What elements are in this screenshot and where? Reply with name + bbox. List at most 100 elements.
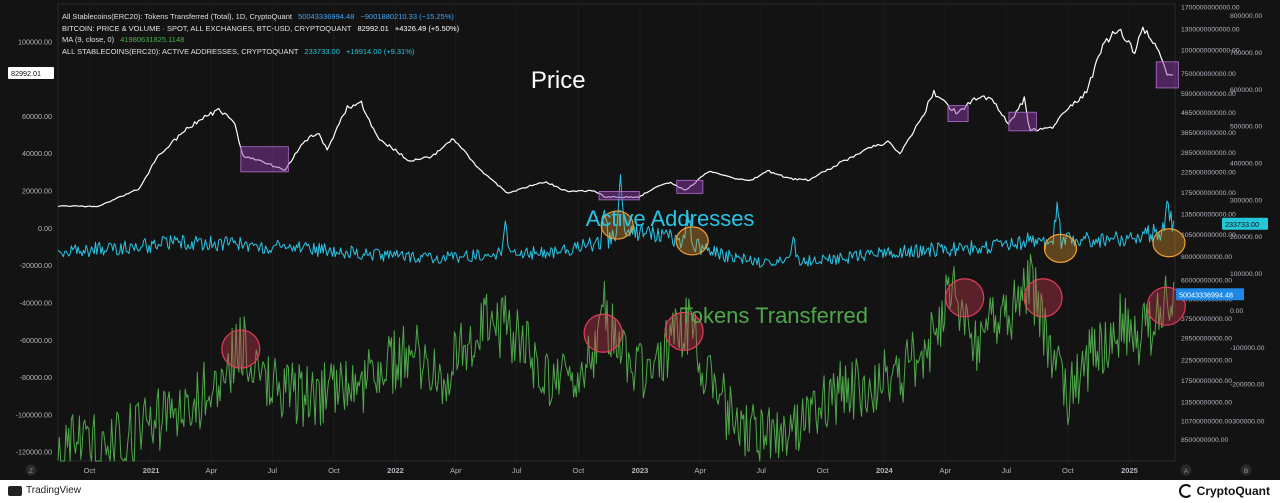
tokens-axis-tick: 135000000000.00: [1181, 211, 1236, 218]
tokens-axis-tick: 22500000000.00: [1181, 358, 1232, 365]
legend-addresses-change: +19914.00 (+9.31%): [345, 46, 415, 56]
tokens-axis-tick: 80000000000.00: [1181, 254, 1232, 261]
x-tick-label: Apr: [694, 466, 706, 475]
footer-bar: TradingView CryptoQuant: [0, 480, 1280, 503]
addresses-axis-tick: -100000.00: [1230, 345, 1265, 352]
tradingview-text: TradingView: [26, 485, 82, 496]
price-badge: 82992.01: [11, 69, 41, 78]
legend-row-tokens[interactable]: All Stablecoins(ERC20): Tokens Transferr…: [62, 11, 459, 23]
annotation-box: [1008, 111, 1037, 132]
price-axis-tick: -40000.00: [20, 298, 52, 307]
legend-addresses-label: ALL STABLECOINS(ERC20): ACTIVE ADDRESSES…: [62, 46, 299, 56]
cryptoquant-text: CryptoQuant: [1196, 484, 1270, 498]
tokens-axis-tick: 1700000000000.00: [1181, 4, 1240, 11]
x-tick-label: Oct: [817, 466, 830, 475]
tokens-axis-tick: 1300000000000.00: [1181, 26, 1240, 33]
legend: All Stablecoins(ERC20): Tokens Transferr…: [62, 11, 459, 57]
legend-row-ma[interactable]: MA (9, close, 0) 41980631825.1148: [62, 34, 459, 46]
annotation-circle-red: [221, 329, 261, 369]
x-tick-label: 2025: [1121, 466, 1138, 475]
tokens-axis-tick: 10700000000.00: [1181, 418, 1232, 425]
axis-marker-b-bg: [1240, 464, 1252, 476]
legend-tokens-value: 50043336994.48: [298, 12, 355, 21]
annotation-label: Active Addresses: [586, 206, 755, 231]
tradingview-brand[interactable]: TradingView: [8, 485, 81, 496]
tokens-axis-tick: 29500000000.00: [1181, 335, 1232, 342]
legend-row-addresses[interactable]: ALL STABLECOINS(ERC20): ACTIVE ADDRESSES…: [62, 46, 459, 58]
price-axis-tick: -60000.00: [20, 336, 52, 345]
addresses-axis-tick: -300000.00: [1230, 418, 1265, 425]
x-tick-label: Jul: [267, 466, 277, 475]
annotation-circle-orange: [1152, 228, 1186, 258]
x-tick-label: 2022: [387, 466, 404, 475]
price-axis-tick: -80000.00: [20, 373, 52, 382]
cryptoquant-logo-icon: [1178, 484, 1193, 498]
x-tick-label: Oct: [84, 466, 97, 475]
tokens-axis-tick: 8500000000.00: [1181, 437, 1228, 444]
tokens-badge: 50043336994.48: [1179, 290, 1233, 299]
x-tick-label: Oct: [1062, 466, 1075, 475]
x-tick-label: Jul: [756, 466, 766, 475]
cryptoquant-brand[interactable]: CryptoQuant: [1178, 484, 1270, 498]
annotation-box: [676, 179, 704, 194]
tokens-axis-tick: 590000000000.00: [1181, 91, 1236, 98]
legend-ma-value: 41980631825.1148: [120, 35, 185, 44]
x-tick-label: Apr: [939, 466, 951, 475]
legend-price-label: BITCOIN: PRICE & VOLUME · SPOT, ALL EXCH…: [62, 23, 352, 33]
addresses-axis-tick: 0.00: [1230, 308, 1243, 315]
tokens-axis-tick: 17500000000.00: [1181, 378, 1232, 385]
annotation-circle-red: [664, 311, 704, 351]
annotation-label: Price: [531, 67, 586, 94]
x-tick-label: Apr: [450, 466, 462, 475]
tokens-axis-tick: 465000000000.00: [1181, 110, 1236, 117]
axis-marker-b: B: [1244, 468, 1248, 475]
legend-addresses-value: 233733.00: [304, 46, 340, 56]
addresses-axis-tick: -200000.00: [1230, 382, 1265, 389]
tokens-axis-tick: 750000000000.00: [1181, 71, 1236, 78]
series-line-price: [57, 26, 1174, 208]
addresses-axis-tick: 600000.00: [1230, 87, 1262, 94]
price-axis-tick: -120000.00: [16, 448, 52, 457]
addresses-axis-tick: 300000.00: [1230, 197, 1262, 204]
plot-frame: [57, 3, 1176, 462]
tokens-axis-tick: 60000000000.00: [1181, 277, 1232, 284]
annotation-box: [947, 105, 969, 122]
x-tick-label: Apr: [206, 466, 218, 475]
price-axis-tick: 20000.00: [22, 187, 52, 196]
legend-tokens-change: −9001880210.33 (−15.25%): [360, 12, 454, 21]
x-tick-label: Jul: [512, 466, 522, 475]
price-axis-tick: 40000.00: [22, 149, 52, 158]
x-tick-label: 2024: [876, 466, 894, 475]
price-axis-tick: 60000.00: [22, 112, 52, 121]
axis-marker-a: A: [1184, 468, 1189, 475]
annotation-circle-orange: [675, 226, 709, 256]
legend-row-price[interactable]: BITCOIN: PRICE & VOLUME · SPOT, ALL EXCH…: [62, 23, 459, 35]
addresses-axis-tick: 700000.00: [1230, 50, 1262, 57]
annotation-circle-red: [1146, 286, 1186, 326]
tokens-axis-tick: 105000000000.00: [1181, 232, 1236, 239]
chart-svg[interactable]: Oct 2021 Apr Jul Oct 2022 Apr Jul Oct 2023 Apr Jul O…: [0, 0, 1280, 480]
price-badge-bg: [8, 67, 54, 80]
tokens-badge-bg: [1176, 288, 1244, 301]
tokens-axis-tick: 285000000000.00: [1181, 150, 1236, 157]
tokens-axis-tick: 13500000000.00: [1181, 399, 1232, 406]
tokens-axis-tick: 1000000000000.00: [1181, 48, 1240, 55]
addresses-axis-tick: 400000.00: [1230, 160, 1262, 167]
annotation-circle-orange: [1043, 233, 1078, 263]
x-tick-label: 2021: [143, 466, 160, 475]
axis-marker-a-bg: [1180, 464, 1192, 476]
annotation-label: Tokens Transferred: [680, 303, 868, 328]
series-line-addresses: [57, 174, 1175, 268]
series-line-tokens: [57, 253, 1175, 462]
x-tick-label: Oct: [328, 466, 341, 475]
tradingview-logo-icon: [8, 485, 22, 496]
x-tick-label: 2023: [632, 466, 649, 475]
annotation-circle-red: [583, 313, 623, 353]
addresses-badge: 233733.00: [1225, 220, 1259, 229]
tokens-axis-tick: 225000000000.00: [1181, 170, 1236, 177]
price-axis-tick: 0.00: [38, 224, 52, 233]
annotation-box: [240, 146, 289, 173]
addresses-axis-tick: 200000.00: [1230, 234, 1262, 241]
legend-ma-label: MA (9, close, 0): [62, 35, 115, 44]
